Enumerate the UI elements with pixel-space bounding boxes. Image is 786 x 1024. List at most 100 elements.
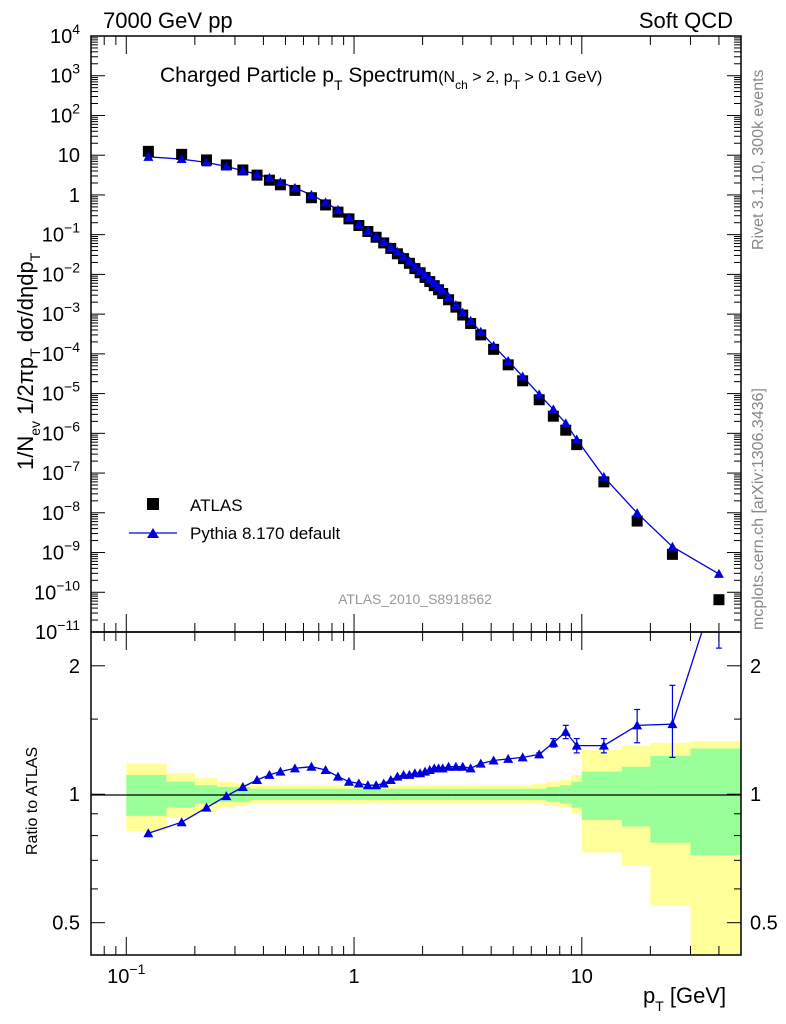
atlas-point xyxy=(666,548,678,560)
y-tick-label: 1 xyxy=(69,185,80,207)
ratio-frame xyxy=(90,631,742,956)
ratio-point xyxy=(343,776,354,786)
ratio-point xyxy=(378,778,389,788)
stat-band xyxy=(546,786,561,802)
y-tick-label: 10−3 xyxy=(42,299,80,326)
pythia-point xyxy=(560,418,571,428)
spectrum-panel: 10−1110−1010−910−810−710−610−510−410−310… xyxy=(13,21,742,644)
atlas-point xyxy=(517,375,529,387)
ratio-point xyxy=(275,766,286,776)
pythia-point xyxy=(457,307,468,317)
atlas-point xyxy=(631,515,643,527)
pythia-point xyxy=(252,169,263,179)
atlas-point xyxy=(142,145,154,157)
ratio-y-tick-label: 2 xyxy=(750,656,761,678)
ratio-point xyxy=(465,763,476,773)
pythia-point xyxy=(362,225,373,235)
stat-band xyxy=(400,788,407,800)
ratio-point xyxy=(371,780,382,790)
atlas-point xyxy=(713,594,725,606)
ratio-y-tick-label: 1 xyxy=(750,784,761,806)
stat-band xyxy=(452,788,460,800)
stat-band xyxy=(412,788,418,800)
pythia-point xyxy=(475,326,486,336)
legend-atlas-label: ATLAS xyxy=(190,496,243,515)
ratio-y-tick-label: 0.5 xyxy=(52,913,80,935)
pythia-point xyxy=(632,508,643,518)
pythia-point xyxy=(420,269,431,279)
legend: ATLAS Pythia 8.170 default xyxy=(129,496,341,543)
pythia-point xyxy=(392,246,403,256)
mcplots-source-label: mcplots.cern.ch [arXiv:1306.3436] xyxy=(750,388,767,630)
ratio-point xyxy=(221,791,232,801)
stat-band xyxy=(486,788,501,800)
stat-band xyxy=(432,788,437,800)
rivet-version-label: Rivet 3.1.10, 300k events xyxy=(750,69,767,250)
pythia-point xyxy=(443,291,454,301)
ratio-y-axis-label: Ratio to ATLAS xyxy=(24,747,41,855)
pythia-point xyxy=(424,273,435,283)
ratio-data-layer xyxy=(143,632,722,838)
ratio-point xyxy=(332,771,343,781)
y-tick-label: 104 xyxy=(50,21,80,48)
pythia-point xyxy=(598,471,609,481)
pythia-point xyxy=(353,219,364,229)
pythia-point xyxy=(201,157,212,167)
spectrum-data-layer xyxy=(142,145,725,606)
pythia-point xyxy=(517,371,528,381)
stat-band xyxy=(303,788,320,800)
y-tick-label: 103 xyxy=(50,61,80,88)
stat-band xyxy=(531,788,547,800)
stat-band xyxy=(331,788,344,800)
stat-band xyxy=(379,788,388,800)
stat-band xyxy=(459,788,467,800)
stat-band xyxy=(515,788,532,800)
stat-band xyxy=(275,788,286,800)
pythia-point xyxy=(450,299,461,309)
pythia-point xyxy=(275,177,286,187)
stat-band xyxy=(621,766,651,827)
atlas-point xyxy=(547,410,559,422)
pythia-point xyxy=(237,165,248,175)
y-tick-label: 10−4 xyxy=(42,339,80,366)
ratio-y-tick-label: 2 xyxy=(69,656,80,678)
ratio-point xyxy=(534,749,545,759)
pythia-point xyxy=(667,541,678,551)
stat-band xyxy=(427,788,433,800)
ratio-point xyxy=(517,752,528,762)
stat-band xyxy=(690,748,741,856)
pythia-point xyxy=(371,231,382,241)
ratio-point xyxy=(560,726,571,736)
stat-band xyxy=(444,788,453,800)
y-tick-label: 10−6 xyxy=(42,418,80,445)
y-tick-label: 10−8 xyxy=(42,498,80,525)
header-category-label: Soft QCD xyxy=(639,8,733,33)
y-tick-label: 10−2 xyxy=(42,259,80,286)
stat-band xyxy=(343,788,355,800)
pythia-point xyxy=(320,197,331,207)
ratio-ticks: 0.5 0.5 1 1 2 2 10−1 1 10 xyxy=(52,632,778,988)
ratio-point xyxy=(632,720,643,730)
uncertainty-bands xyxy=(126,741,741,955)
pythia-point xyxy=(465,315,476,325)
pythia-point xyxy=(534,389,545,399)
atlas-point xyxy=(533,394,545,406)
y-tick-label: 10−11 xyxy=(35,617,80,644)
chart-title: Charged Particle pT Spectrum(Nch > 2, pT… xyxy=(160,64,602,93)
ratio-point xyxy=(450,761,461,771)
stat-band xyxy=(500,788,516,800)
pythia-point xyxy=(289,182,300,192)
pythia-point xyxy=(306,189,317,199)
spectrum-frame xyxy=(90,35,742,633)
pythia-point xyxy=(343,212,354,222)
pythia-point xyxy=(378,236,389,246)
ratio-point xyxy=(252,774,263,784)
ratio-point xyxy=(598,740,609,750)
header-energy-label: 7000 GeV pp xyxy=(103,8,233,33)
stat-band xyxy=(465,788,476,800)
x-tick-label: 10−1 xyxy=(107,961,145,988)
stat-band xyxy=(436,788,441,800)
y-tick-label: 10−5 xyxy=(42,379,80,406)
ratio-point xyxy=(457,761,468,771)
